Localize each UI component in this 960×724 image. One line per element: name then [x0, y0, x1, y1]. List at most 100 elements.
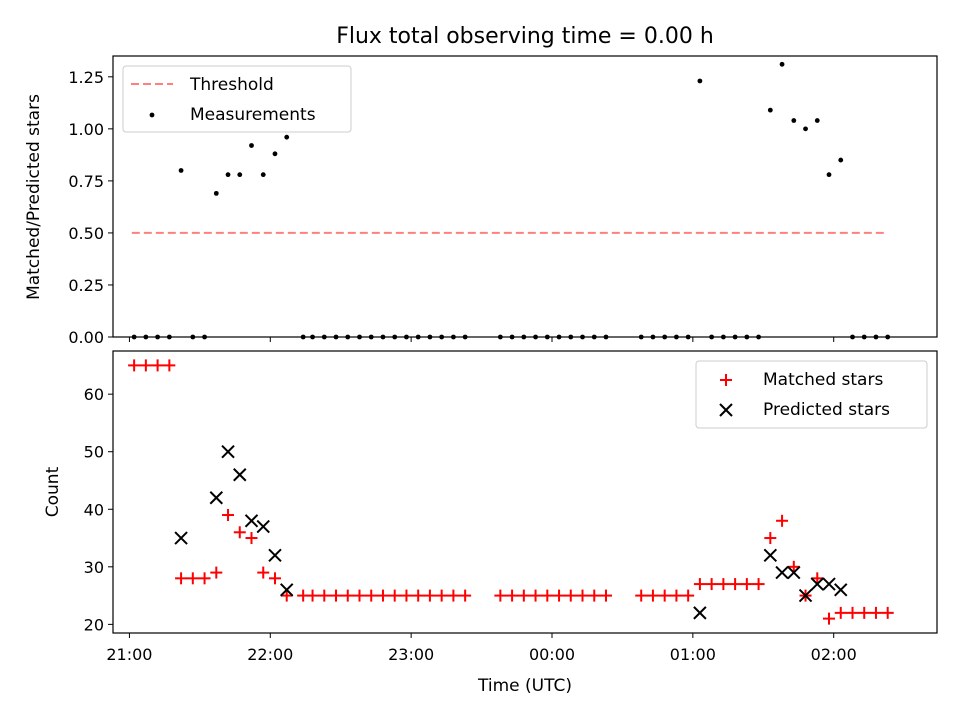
- matched-star-point: [163, 359, 176, 372]
- measurement-point: [178, 168, 184, 173]
- predicted-star-point: [221, 445, 235, 459]
- matched-star-point: [658, 589, 671, 602]
- matched-star-point: [353, 589, 366, 602]
- top-legend-box: [122, 65, 352, 133]
- matched-star-point: [245, 532, 258, 545]
- measurement-point: [697, 78, 703, 84]
- matched-star-point: [341, 589, 354, 602]
- predicted-star-point: [810, 577, 824, 591]
- predicted-star-point: [280, 583, 294, 597]
- matched-star-point: [412, 589, 425, 602]
- top-y-tick-label: 1.00: [68, 120, 104, 139]
- matched-star-point: [869, 606, 882, 619]
- matched-star-point: [670, 589, 683, 602]
- top-x-ticks: [128, 337, 835, 342]
- bottom-y-ticks: 20 30 40 50 60: [84, 385, 113, 634]
- predicted-star-point: [233, 468, 247, 482]
- measurement-point: [826, 172, 832, 178]
- matched-star-point: [752, 578, 765, 591]
- bottom-legend-box: [695, 360, 928, 429]
- measurement-point: [803, 126, 808, 132]
- predicted-star-point: [798, 588, 813, 603]
- matched-star-point: [400, 589, 413, 602]
- top-y-tick-label: 0.50: [68, 224, 104, 243]
- matched-star-point: [776, 514, 789, 527]
- top-y-ticks: 0.00 0.25 0.50 0.75 1.00 1.25: [68, 68, 113, 347]
- measurement-point: [838, 157, 844, 163]
- x-tick-label: 02:00: [811, 645, 857, 664]
- matched-star-point: [435, 589, 448, 602]
- bottom-panel: 20 30 40 50 60 21:00 22:00 23:00 00:00 01:00 02:0…: [43, 350, 938, 696]
- bottom-axes-frame: [112, 350, 938, 634]
- x-axis-label: Time (UTC): [477, 676, 572, 696]
- matched-star-point: [388, 589, 401, 602]
- matched-star-point: [151, 359, 164, 372]
- legend-matched-swatch: [720, 374, 732, 386]
- matched-star-point: [588, 589, 601, 602]
- matched-star-point: [139, 359, 152, 372]
- figure-title: Flux total observing time = 0.00 h: [336, 24, 714, 49]
- top-y-tick-label: 0.75: [68, 172, 104, 191]
- measurement-point: [814, 118, 820, 123]
- matched-star-point: [459, 589, 472, 602]
- matched-star-point: [881, 606, 894, 619]
- matched-star-point: [529, 589, 542, 602]
- matched-star-point: [268, 572, 281, 585]
- legend-measurements-swatch: [149, 112, 155, 118]
- matched-star-point: [682, 589, 695, 602]
- matched-star-point: [365, 589, 378, 602]
- measurement-point: [213, 190, 219, 196]
- matched-star-point: [376, 589, 389, 602]
- top-y-tick-label: 1.25: [68, 68, 104, 87]
- matched-star-point: [280, 589, 293, 602]
- bottom-y-axis-label: Count: [43, 466, 63, 517]
- measurement-point: [767, 107, 773, 113]
- predicted-star-point: [268, 548, 282, 563]
- predicted-star-point: [787, 565, 801, 580]
- legend-matched-label: Matched stars: [763, 370, 883, 390]
- top-legend: Threshold Measurements: [122, 65, 352, 133]
- predicted-star-point: [763, 548, 778, 563]
- matched-star-point: [494, 589, 507, 602]
- bottom-y-tick-label: 40: [84, 500, 104, 519]
- top-y-tick-label: 0.00: [68, 328, 104, 347]
- bottom-marks: [128, 359, 894, 625]
- legend-threshold-label: Threshold: [189, 75, 274, 95]
- legend-predicted-swatch: [719, 403, 733, 417]
- matched-star-point: [506, 589, 519, 602]
- bottom-legend: Matched stars Predicted stars: [695, 360, 928, 429]
- measurement-point: [779, 61, 785, 67]
- bottom-y-tick-label: 60: [84, 385, 104, 404]
- x-tick-label: 21:00: [106, 645, 152, 664]
- predicted-star-point: [775, 565, 789, 580]
- matched-star-point: [517, 589, 530, 602]
- predicted-star-point: [209, 491, 224, 505]
- matched-star-point: [635, 589, 648, 602]
- predicted-star-point: [244, 514, 259, 528]
- measurement-point: [225, 172, 231, 178]
- matched-star-point: [811, 572, 824, 585]
- matched-star-point: [257, 566, 270, 579]
- top-axes-frame: [112, 55, 938, 338]
- measurement-point: [260, 172, 266, 178]
- bottom-x-ticks: 21:00 22:00 23:00 00:00 01:00 02:00: [106, 633, 857, 664]
- matched-star-point: [764, 532, 777, 545]
- top-y-tick-label: 0.25: [68, 276, 104, 295]
- measurement-point: [284, 134, 290, 140]
- predicted-star-point: [822, 577, 836, 591]
- matched-star-point: [541, 589, 554, 602]
- matched-star-point: [175, 572, 188, 585]
- matched-star-point: [740, 578, 753, 591]
- matched-star-point: [564, 589, 577, 602]
- legend-predicted-label: Predicted stars: [763, 400, 890, 420]
- measurement-point: [249, 143, 254, 148]
- matched-star-point: [646, 589, 659, 602]
- matched-star-point: [210, 566, 223, 579]
- matched-star-point: [729, 578, 742, 591]
- x-tick-label: 22:00: [247, 645, 293, 664]
- bottom-y-tick-label: 50: [84, 443, 104, 462]
- measurement-point: [791, 118, 797, 123]
- bottom-y-tick-label: 30: [84, 558, 104, 577]
- matched-star-point: [330, 589, 343, 602]
